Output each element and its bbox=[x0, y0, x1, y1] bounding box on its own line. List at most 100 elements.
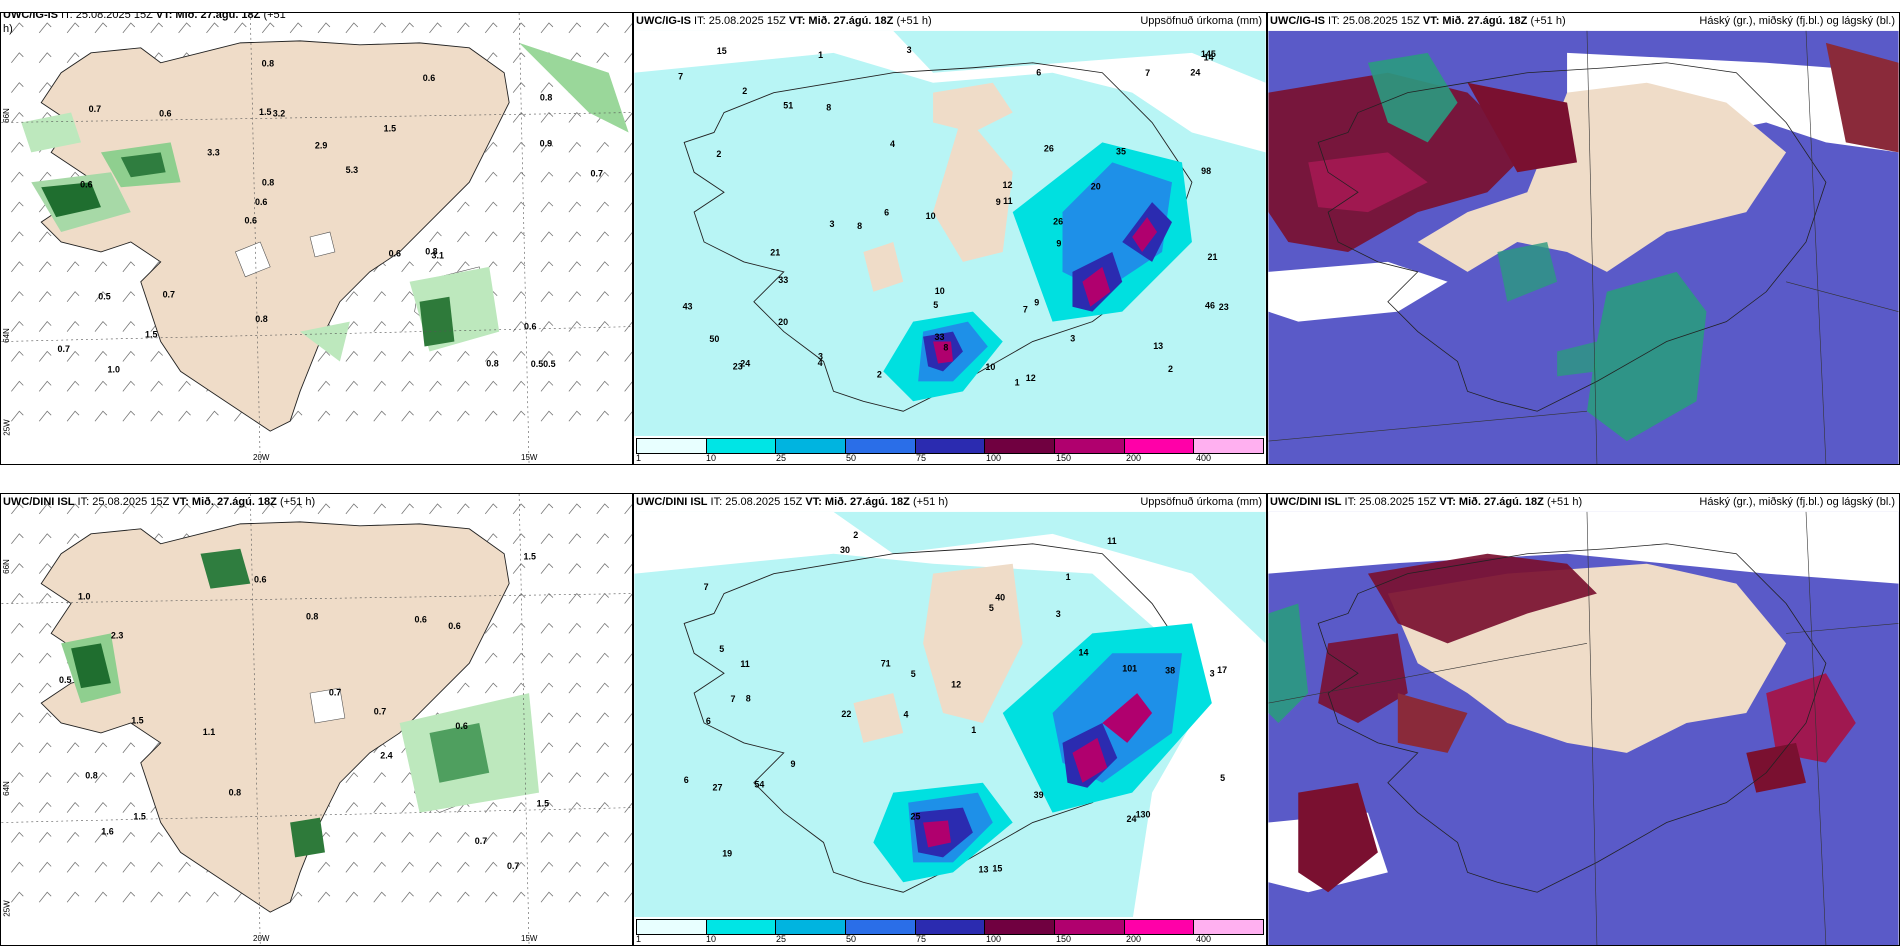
wind-barb bbox=[512, 52, 526, 64]
value-label: 15 bbox=[992, 864, 1002, 874]
land-no-precip bbox=[863, 82, 1013, 292]
value-label: 7 bbox=[704, 582, 709, 592]
wind-barb bbox=[178, 503, 191, 515]
value-label: 0.6 bbox=[254, 574, 266, 584]
wind-barb bbox=[484, 231, 498, 243]
wind-barb bbox=[38, 772, 52, 783]
value-label: 6 bbox=[684, 775, 689, 785]
wind-barb bbox=[11, 380, 24, 392]
wind-barb bbox=[66, 350, 80, 362]
value-label: 0.7 bbox=[329, 688, 341, 698]
wind-barb bbox=[373, 22, 386, 34]
value-label: 8 bbox=[746, 694, 751, 704]
wind-barb bbox=[457, 201, 470, 213]
value-label: 39 bbox=[1034, 790, 1044, 800]
value-label: 5 bbox=[911, 669, 916, 679]
wind-barb bbox=[401, 291, 414, 302]
wind-barb bbox=[38, 321, 52, 332]
wind-barb bbox=[150, 380, 163, 392]
wind-barb bbox=[457, 350, 470, 362]
wind-barb bbox=[11, 742, 24, 754]
value-label: 0.6 bbox=[389, 249, 401, 259]
wind-barb bbox=[38, 861, 52, 873]
wind-barb bbox=[484, 682, 498, 694]
value-label: 23 bbox=[1219, 302, 1229, 312]
wind-barb bbox=[540, 831, 554, 843]
grid-lines bbox=[1, 494, 632, 945]
wind-barb bbox=[624, 593, 632, 604]
wind-barb bbox=[234, 22, 247, 34]
value-label: 4 bbox=[818, 358, 823, 368]
value-label: 38 bbox=[1165, 666, 1175, 676]
wind-barb bbox=[401, 350, 414, 362]
wind-barb bbox=[568, 533, 582, 545]
wind-barb bbox=[38, 563, 52, 574]
wind-barb bbox=[624, 142, 632, 153]
panel-bot-right-clouds: UWC/DINI ISL IT: 25.08.2025 15Z VT: Mið.… bbox=[1267, 493, 1900, 946]
wind-barb bbox=[568, 592, 582, 604]
wind-barb bbox=[122, 22, 136, 34]
wind-barb bbox=[150, 350, 163, 362]
wind-barb bbox=[66, 410, 80, 422]
grid-lines bbox=[1268, 30, 1899, 464]
wind-barb bbox=[289, 22, 303, 34]
value-label: 0.5 bbox=[98, 292, 110, 302]
wind-barb bbox=[457, 861, 470, 873]
wind-barb bbox=[624, 832, 632, 843]
value-label: 17 bbox=[1217, 665, 1227, 675]
wind-barb bbox=[568, 231, 582, 243]
value-label: 0.6 bbox=[80, 179, 92, 189]
value-label: 12 bbox=[1026, 373, 1036, 383]
wind-barb bbox=[596, 622, 609, 634]
wind-barb bbox=[66, 22, 80, 34]
wind-barb bbox=[484, 52, 498, 64]
wind-barb bbox=[11, 410, 24, 422]
wind-barb bbox=[568, 321, 582, 332]
panel-header: UWC/IG-IS IT: 25.08.2025 15Z VT: Mið. 27… bbox=[1270, 15, 1895, 27]
value-label: 3.2 bbox=[273, 108, 285, 118]
wind-barb bbox=[457, 831, 470, 843]
high-cloud-areas bbox=[1367, 52, 1707, 442]
wind-barb bbox=[512, 291, 526, 302]
wind-barb bbox=[540, 291, 554, 302]
map-canvas: 2133123234786569248771412233521433315910… bbox=[634, 30, 1266, 440]
wind-barb bbox=[150, 831, 163, 843]
mid-cloud-areas bbox=[1298, 553, 1856, 893]
wind-barb bbox=[11, 321, 24, 332]
value-label: 4 bbox=[890, 139, 895, 149]
value-label: 14 bbox=[1204, 53, 1214, 63]
wind-barb bbox=[596, 772, 609, 783]
value-label: 13 bbox=[1153, 341, 1163, 351]
value-label: 1 bbox=[818, 50, 823, 60]
value-label: 98 bbox=[1201, 166, 1211, 176]
wind-barb bbox=[596, 712, 609, 724]
wind-barb bbox=[568, 291, 582, 302]
wind-barb bbox=[512, 410, 526, 422]
legend-swatch bbox=[915, 920, 986, 934]
wind-barb bbox=[38, 831, 52, 843]
wind-barb bbox=[596, 22, 609, 34]
value-label: 6 bbox=[884, 207, 889, 217]
legend-swatch bbox=[706, 920, 777, 934]
wind-barb bbox=[94, 22, 108, 34]
wind-barb bbox=[624, 172, 632, 183]
panel-variable-label: Uppsöfnuð úrkoma (mm) bbox=[1140, 496, 1262, 508]
value-label: 21 bbox=[1208, 252, 1218, 262]
wind-barb bbox=[122, 742, 136, 754]
value-label: 40 bbox=[995, 593, 1005, 603]
lon-label-25w: 25W bbox=[2, 419, 12, 436]
wind-barb bbox=[373, 802, 386, 813]
wind-barb bbox=[261, 22, 275, 34]
wind-barb bbox=[11, 350, 24, 362]
wind-barb bbox=[596, 291, 609, 302]
value-label: 0.5 bbox=[59, 675, 71, 685]
value-label: 22 bbox=[841, 709, 851, 719]
value-label: 1 bbox=[971, 725, 976, 735]
panel-header: UWC/IG-IS IT: 25.08.2025 15Z VT: Mið. 27… bbox=[636, 15, 1262, 27]
wind-barb bbox=[512, 380, 526, 392]
value-label: 5 bbox=[1220, 773, 1225, 783]
wind-barb bbox=[38, 52, 52, 64]
legend-tick: 400 bbox=[1196, 934, 1212, 944]
wind-barb bbox=[540, 622, 554, 634]
value-label: 19 bbox=[722, 849, 732, 859]
